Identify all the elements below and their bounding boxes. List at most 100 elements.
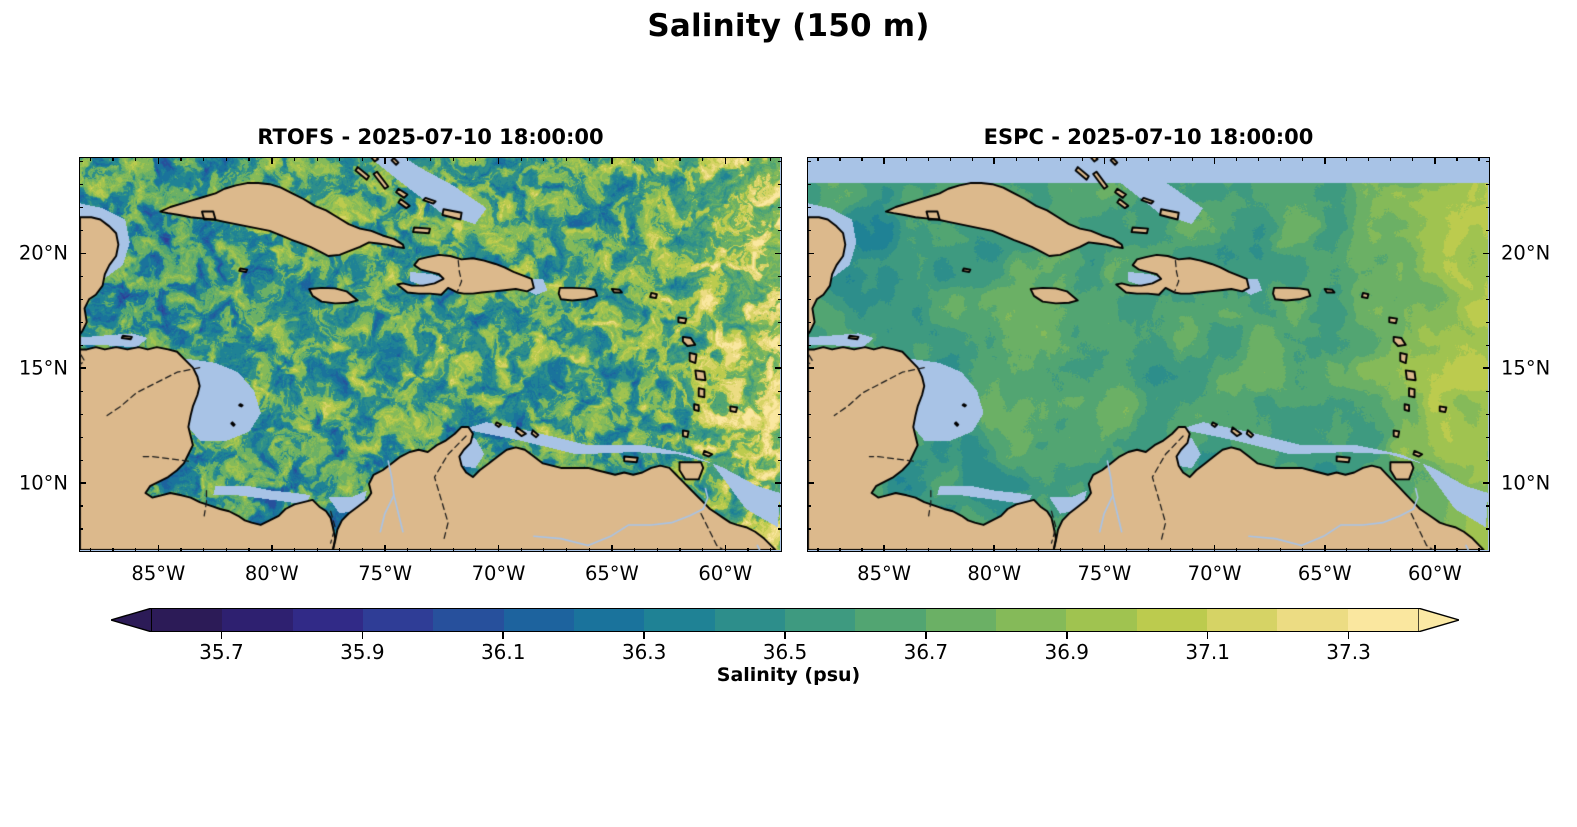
x-minor-tick xyxy=(112,548,114,552)
x-minor-tick xyxy=(339,548,341,552)
map-panel-espc[interactable] xyxy=(807,157,1490,552)
colorbar-segment xyxy=(222,609,293,631)
x-minor-tick xyxy=(1236,548,1238,552)
y-major-tick xyxy=(807,252,814,255)
colorbar[interactable] xyxy=(111,608,1459,632)
x-minor-tick xyxy=(656,548,658,552)
colorbar-tick-label: 35.7 xyxy=(199,640,244,664)
x-minor-tick xyxy=(520,548,522,552)
x-tick-label: 60°W xyxy=(1407,562,1462,585)
y-minor-tick xyxy=(778,229,782,232)
x-minor-tick xyxy=(1390,157,1392,161)
x-minor-tick xyxy=(543,157,545,161)
y-minor-tick xyxy=(778,275,782,277)
y-minor-tick xyxy=(1486,298,1490,300)
x-major-tick xyxy=(611,545,613,552)
x-minor-tick xyxy=(656,157,658,161)
x-minor-tick xyxy=(1368,548,1370,552)
y-minor-tick xyxy=(778,413,782,415)
map-panel-rtofs[interactable] xyxy=(79,157,782,552)
x-minor-tick xyxy=(1015,157,1017,161)
x-minor-tick xyxy=(702,548,704,552)
y-minor-tick xyxy=(79,528,83,530)
x-minor-tick xyxy=(1081,157,1083,161)
y-major-tick xyxy=(775,482,782,484)
y-minor-tick xyxy=(807,183,811,186)
y-minor-tick xyxy=(1486,321,1490,323)
colorbar-tick xyxy=(220,632,223,639)
x-minor-tick xyxy=(905,157,907,161)
x-minor-tick xyxy=(248,548,250,552)
x-minor-tick xyxy=(927,157,929,161)
y-minor-tick xyxy=(778,344,782,346)
colorbar-tick xyxy=(643,632,645,639)
x-major-tick xyxy=(497,545,500,552)
y-minor-tick xyxy=(1486,183,1490,186)
x-tick-label: 75°W xyxy=(358,562,413,585)
x-minor-tick xyxy=(633,157,636,161)
colorbar-segment xyxy=(433,609,504,631)
x-minor-tick xyxy=(770,548,772,552)
x-major-tick xyxy=(1434,545,1436,552)
y-minor-tick xyxy=(778,183,782,186)
y-minor-tick xyxy=(79,229,83,232)
x-minor-tick xyxy=(839,157,841,161)
y-minor-tick xyxy=(1486,413,1490,415)
x-minor-tick xyxy=(225,548,227,552)
x-minor-tick xyxy=(293,157,296,161)
colorbar-tick-label: 36.9 xyxy=(1044,640,1090,664)
y-minor-tick xyxy=(778,206,782,209)
x-major-tick xyxy=(497,157,500,164)
x-minor-tick xyxy=(1147,157,1150,161)
x-minor-tick xyxy=(949,548,951,552)
panel-title-rtofs: RTOFS - 2025-07-10 18:00:00 xyxy=(257,125,604,149)
y-minor-tick xyxy=(1486,390,1490,392)
x-minor-tick xyxy=(1081,548,1083,552)
x-minor-tick xyxy=(861,157,863,161)
y-minor-tick xyxy=(778,459,782,461)
x-minor-tick xyxy=(971,157,973,161)
x-minor-tick xyxy=(1456,157,1458,161)
colorbar-tick-label: 36.3 xyxy=(621,640,667,664)
x-major-tick xyxy=(270,545,273,552)
x-minor-tick xyxy=(971,548,973,552)
colorbar-tick xyxy=(1066,632,1068,639)
y-minor-tick xyxy=(778,390,782,392)
x-major-tick xyxy=(270,157,273,164)
y-minor-tick xyxy=(1486,160,1490,163)
colorbar-extend-max-arrow xyxy=(1418,608,1459,632)
x-minor-tick xyxy=(1302,548,1304,552)
y-minor-tick xyxy=(1486,206,1490,209)
x-minor-tick xyxy=(1280,548,1282,552)
x-minor-tick xyxy=(1412,157,1414,161)
y-minor-tick xyxy=(807,390,811,392)
colorbar-segment xyxy=(573,609,645,631)
y-minor-tick xyxy=(807,321,811,323)
x-minor-tick xyxy=(543,548,545,552)
x-tick-label: 85°W xyxy=(857,562,912,585)
x-minor-tick xyxy=(770,157,772,161)
y-minor-tick xyxy=(807,459,811,461)
x-minor-tick xyxy=(89,157,91,161)
colorbar-tick xyxy=(502,632,504,639)
y-minor-tick xyxy=(1486,528,1490,530)
x-minor-tick xyxy=(1125,157,1128,161)
y-major-tick xyxy=(79,482,86,484)
y-major-tick xyxy=(1483,482,1490,484)
x-minor-tick xyxy=(135,157,137,161)
x-major-tick xyxy=(157,545,160,552)
x-minor-tick xyxy=(861,548,863,552)
x-minor-tick xyxy=(1302,157,1304,161)
x-minor-tick xyxy=(475,157,477,161)
x-minor-tick xyxy=(1125,548,1128,552)
colorbar-tick xyxy=(784,632,786,639)
y-minor-tick xyxy=(79,183,83,186)
x-minor-tick xyxy=(633,548,636,552)
x-minor-tick xyxy=(949,157,951,161)
y-minor-tick xyxy=(807,298,811,300)
y-minor-tick xyxy=(79,206,83,209)
x-minor-tick xyxy=(248,157,250,161)
colorbar-tick xyxy=(925,632,927,639)
x-minor-tick xyxy=(1412,548,1414,552)
x-minor-tick xyxy=(293,548,296,552)
